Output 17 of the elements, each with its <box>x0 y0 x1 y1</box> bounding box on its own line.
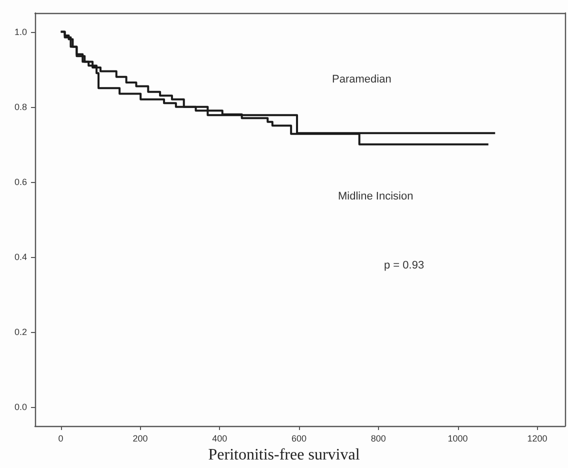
x-tick-label: 600 <box>291 434 307 444</box>
x-tick-label: 1200 <box>527 434 548 444</box>
x-tick-label: 400 <box>212 434 228 444</box>
y-tick-label: 0.2 <box>14 327 27 338</box>
annotation: Midline Incision <box>338 190 414 202</box>
annotation: p = 0.93 <box>384 260 424 272</box>
annotation: Paramedian <box>332 74 392 86</box>
y-tick-label: 1.0 <box>14 26 27 37</box>
y-tick-label: 0.4 <box>14 252 27 262</box>
y-tick-label: 0.8 <box>14 102 27 112</box>
x-tick-label: 800 <box>370 434 386 444</box>
x-tick-label: 0 <box>58 434 64 444</box>
y-tick-label: 0.0 <box>14 402 27 412</box>
x-axis-title: Peritonitis-free survival <box>208 446 360 464</box>
x-tick-label: 1000 <box>448 434 468 444</box>
x-tick-label: 200 <box>132 434 148 444</box>
y-tick-label: 0.6 <box>14 176 27 187</box>
